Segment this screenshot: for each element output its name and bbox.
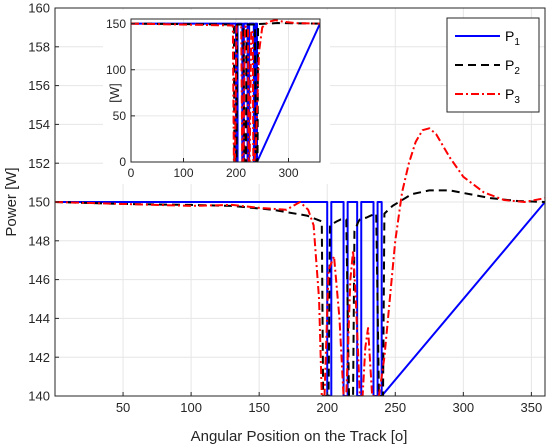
inset-y-tick-label: 0 xyxy=(119,155,126,169)
main-y-tick-label: 156 xyxy=(28,78,50,93)
inset-x-tick-label: 300 xyxy=(278,166,298,180)
main-x-tick-label: 200 xyxy=(316,400,338,415)
inset-x-tick-label: 200 xyxy=(226,166,246,180)
inset-y-tick-label: 100 xyxy=(106,63,126,77)
main-x-tick-label: 350 xyxy=(521,400,543,415)
legend-label-p1: P1 xyxy=(505,28,520,48)
legend: P1 P2 P3 xyxy=(446,17,540,113)
main-y-tick-label: 160 xyxy=(28,1,50,16)
main-y-tick-label: 152 xyxy=(28,156,50,171)
main-y-tick-label: 158 xyxy=(28,39,50,54)
main-series-p3 xyxy=(55,127,545,396)
inset-series-p3 xyxy=(131,19,320,162)
main-y-tick-label: 140 xyxy=(28,389,50,404)
inset-y-axis-label: [W] xyxy=(107,83,122,103)
main-x-tick-label: 100 xyxy=(180,400,202,415)
main-y-tick-label: 146 xyxy=(28,272,50,287)
inset-x-tick-label: 100 xyxy=(173,166,193,180)
x-axis-label: Angular Position on the Track [o] xyxy=(191,428,408,445)
main-x-tick-label: 50 xyxy=(116,400,130,415)
legend-label-p2: P2 xyxy=(505,57,520,77)
main-x-tick-label: 250 xyxy=(384,400,406,415)
main-y-tick-label: 142 xyxy=(28,350,50,365)
main-x-tick-label: 300 xyxy=(452,400,474,415)
inset-y-tick-label: 50 xyxy=(113,109,127,123)
inset-ticks: 0 100 200 300 0 50 100 150 xyxy=(106,17,299,180)
main-y-tick-label: 150 xyxy=(28,195,50,210)
main-series-p1 xyxy=(55,201,545,396)
inset-plot-area xyxy=(131,19,320,162)
main-y-tick-label: 148 xyxy=(28,233,50,248)
inset-plot-frame xyxy=(130,18,321,163)
main-series-p2 xyxy=(55,189,545,396)
main-series-group xyxy=(55,127,545,396)
inset-x-tick-label: 0 xyxy=(128,166,135,180)
inset-y-tick-label: 150 xyxy=(106,17,126,31)
main-y-tick-label: 154 xyxy=(28,117,50,132)
y-axis-label: Power [W] xyxy=(3,167,20,236)
legend-label-p3: P3 xyxy=(505,86,520,106)
main-y-tick-label: 144 xyxy=(28,311,50,326)
inset-series-group xyxy=(131,19,320,162)
main-ticks: 50 100 150 200 250 300 350 140 142 144 146 148 150 15… xyxy=(28,1,542,415)
main-x-tick-label: 150 xyxy=(248,400,270,415)
inset-chart: 0 100 200 300 0 50 100 150 [W] xyxy=(103,10,330,184)
